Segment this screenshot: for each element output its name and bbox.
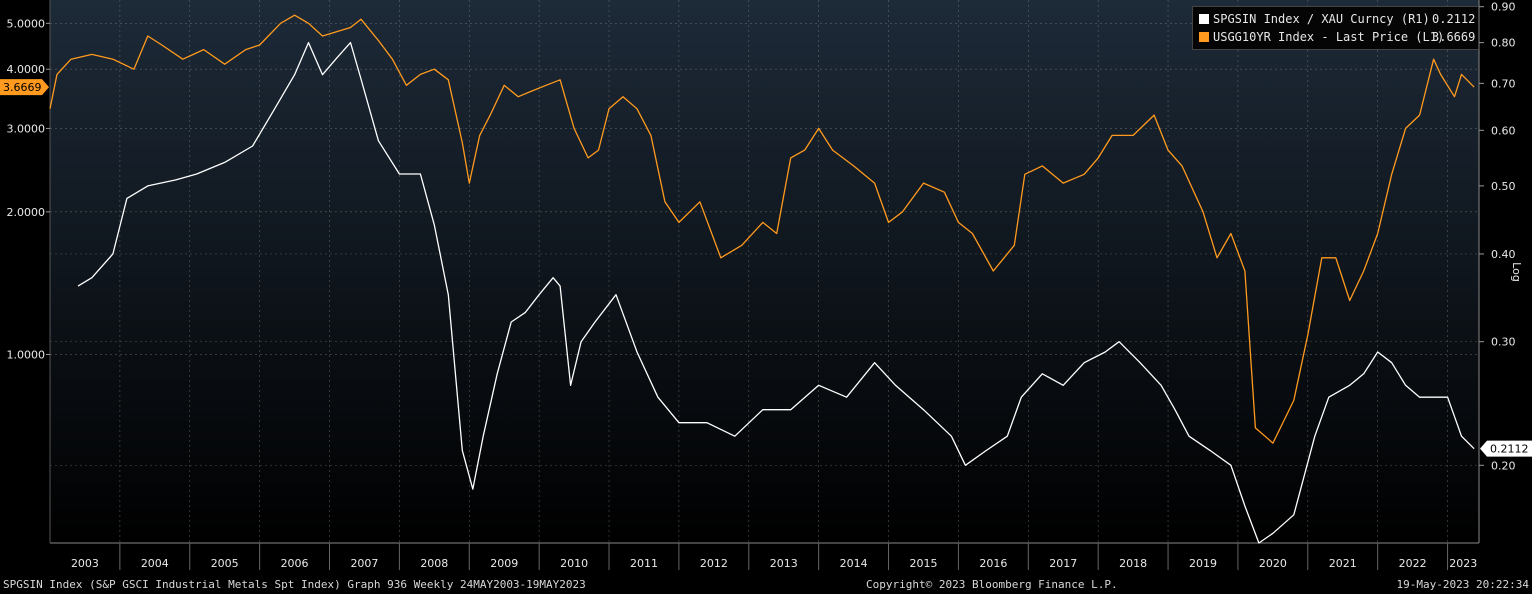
- left-last-value-tag: [0, 79, 49, 96]
- legend-value-ratio: 0.2112: [1432, 12, 1476, 26]
- x-tick-label: 2022: [1399, 557, 1427, 570]
- footer-copyright: Copyright© 2023 Bloomberg Finance L.P.: [866, 578, 1118, 591]
- right-tick-label: 0.90: [1491, 1, 1516, 14]
- x-tick-label: 2010: [560, 557, 588, 570]
- right-tick-label: 0.60: [1491, 124, 1516, 137]
- x-tick-label: 2016: [979, 557, 1007, 570]
- series-lines: [49, 14, 1475, 544]
- legend-swatch-white-icon: [1199, 14, 1209, 24]
- left-tick-label: 5.0000: [7, 17, 46, 30]
- right-axis: 0.20 0.30 0.40 0.50 0.60 0.70 0.80 0.90: [1478, 0, 1516, 543]
- x-axis: 2003 2004 2005 2006 2007 2008 2009 2010 2011 2012…: [50, 542, 1479, 570]
- x-tick-label: 2005: [211, 557, 239, 570]
- right-last-value-tag: [1480, 440, 1532, 457]
- legend-item-yield: USGG10YR Index - Last Price (L1) 3.6669: [1199, 28, 1475, 46]
- x-tick-label: 2020: [1259, 557, 1287, 570]
- x-tick-label: 2011: [630, 557, 658, 570]
- x-tick-label: 2018: [1119, 557, 1147, 570]
- footer-timestamp: 19-May-2023 20:22:34: [1396, 578, 1529, 591]
- x-tick-label: 2006: [281, 557, 309, 570]
- left-axis: 1.0000 2.0000 3.0000 4.0000 5.0000: [7, 0, 51, 543]
- right-tick-label: 0.80: [1491, 37, 1516, 50]
- x-tick-label: 2015: [909, 557, 937, 570]
- last-value-markers: 3.6669 0.2112: [0, 79, 1532, 457]
- series-line-yield: [49, 14, 1475, 444]
- legend-swatch-orange-icon: [1199, 32, 1209, 42]
- x-tick-label: 2004: [141, 557, 169, 570]
- right-tick-label: 0.50: [1491, 180, 1516, 193]
- x-tick-label: 2012: [700, 557, 728, 570]
- left-tick-label: 1.0000: [7, 348, 46, 361]
- x-tick-label: 2003: [71, 557, 99, 570]
- legend-value-yield: 3.6669: [1432, 30, 1476, 44]
- left-tick-label: 3.0000: [7, 122, 46, 135]
- x-tick-label: 2009: [490, 557, 518, 570]
- right-axis-label: Log: [1510, 262, 1523, 282]
- plot-background: [50, 0, 1479, 543]
- right-tick-label: 0.20: [1491, 459, 1516, 472]
- legend-label-yield: USGG10YR Index - Last Price (L1): [1213, 30, 1445, 44]
- x-tick-label: 2021: [1329, 557, 1357, 570]
- x-tick-label: 2023: [1449, 557, 1477, 570]
- x-tick-label: 2014: [840, 557, 868, 570]
- series-line-ratio: [77, 41, 1475, 544]
- right-tick-label: 0.40: [1491, 248, 1516, 261]
- legend-label-ratio: SPGSIN Index / XAU Curncy (R1): [1213, 12, 1430, 26]
- left-tick-label: 2.0000: [7, 206, 46, 219]
- x-tick-label: 2008: [420, 557, 448, 570]
- footer-source: SPGSIN Index (S&P GSCI Industrial Metals…: [3, 578, 586, 591]
- x-tick-label: 2019: [1189, 557, 1217, 570]
- left-last-value-label: 3.6669: [3, 81, 42, 94]
- left-tick-label: 4.0000: [7, 63, 46, 76]
- legend-item-ratio: SPGSIN Index / XAU Curncy (R1) 0.2112: [1199, 10, 1475, 28]
- grid: [50, 0, 1479, 543]
- x-tick-label: 2013: [770, 557, 798, 570]
- x-tick-label: 2017: [1049, 557, 1077, 570]
- legend: SPGSIN Index / XAU Curncy (R1) 0.2112 US…: [1192, 6, 1479, 50]
- right-tick-label: 0.30: [1491, 336, 1516, 349]
- x-tick-label: 2007: [350, 557, 378, 570]
- right-tick-label: 0.70: [1491, 77, 1516, 90]
- right-last-value-label: 0.2112: [1490, 443, 1529, 456]
